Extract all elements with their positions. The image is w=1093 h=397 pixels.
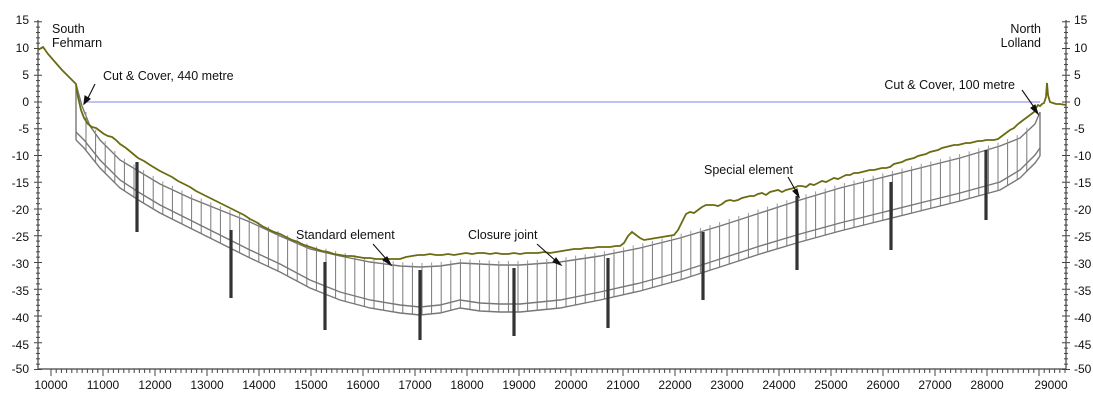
- y-tick-label: -50: [1074, 362, 1092, 376]
- x-tick-label: 24000: [762, 378, 796, 392]
- x-tick-label: 15000: [294, 378, 328, 392]
- y-tick-label: -40: [12, 311, 30, 325]
- y-tick-label: 10: [1074, 41, 1088, 55]
- x-tick-label: 11000: [87, 378, 120, 392]
- y-tick-label: 15: [16, 13, 30, 27]
- tunnel-elements: [75, 83, 1041, 340]
- x-tick-label: 18000: [450, 378, 484, 392]
- x-axis: [38, 368, 1066, 376]
- y-tick-label: -15: [12, 176, 30, 190]
- y-tick-label: -30: [1074, 257, 1092, 271]
- south-label: South: [52, 22, 85, 36]
- y-tick-label: -45: [1074, 338, 1092, 352]
- right-y-tick-labels: 15 10 5 0 -5 -10 -15 -20 -25 -30 -35 -40…: [1074, 13, 1092, 376]
- y-tick-label: -5: [18, 122, 29, 136]
- y-tick-label: -50: [12, 362, 30, 376]
- y-tick-label: 10: [16, 41, 30, 55]
- special-element-label: Special element: [704, 163, 793, 177]
- cut-cover-south-label: Cut & Cover, 440 metre: [103, 69, 234, 83]
- y-tick-label: -35: [12, 284, 30, 298]
- north-label: North: [1010, 22, 1041, 36]
- x-tick-label: 10000: [34, 378, 68, 392]
- y-tick-label: -35: [1074, 284, 1092, 298]
- x-tick-label: 17000: [398, 378, 432, 392]
- left-y-tick-labels: 15 10 5 0 -5 -10 -15 -20 -25 -30 -35 -40…: [12, 13, 30, 376]
- y-tick-label: -30: [12, 257, 30, 271]
- fehmarn-label: Fehmarn: [52, 36, 102, 50]
- y-tick-label: -20: [12, 203, 30, 217]
- x-tick-label: 22000: [658, 378, 692, 392]
- x-tick-label: 26000: [866, 378, 900, 392]
- y-tick-label: 5: [22, 68, 29, 82]
- x-tick-label: 28000: [970, 378, 1004, 392]
- y-tick-label: 5: [1074, 68, 1081, 82]
- y-tick-label: -15: [1074, 176, 1092, 190]
- x-tick-label: 21000: [606, 378, 640, 392]
- x-tick-label: 23000: [710, 378, 744, 392]
- y-tick-label: 0: [1074, 95, 1081, 109]
- left-y-axis: [34, 20, 42, 370]
- x-tick-label: 27000: [918, 378, 952, 392]
- x-tick-label: 20000: [554, 378, 588, 392]
- y-tick-label: -20: [1074, 203, 1092, 217]
- x-tick-label: 16000: [346, 378, 380, 392]
- y-tick-label: 15: [1074, 13, 1088, 27]
- closure-joint-label: Closure joint: [468, 228, 538, 242]
- cut-cover-north-label: Cut & Cover, 100 metre: [884, 78, 1015, 92]
- y-tick-label: -45: [12, 338, 30, 352]
- y-tick-label: -10: [12, 149, 30, 163]
- x-tick-label: 13000: [190, 378, 224, 392]
- y-tick-label: -40: [1074, 311, 1092, 325]
- tunnel-floor-line: [75, 139, 1041, 316]
- y-tick-label: -5: [1074, 122, 1085, 136]
- seabed-profile: [37, 45, 1067, 260]
- y-tick-label: -25: [1074, 230, 1092, 244]
- x-tick-label: 29000: [1034, 378, 1068, 392]
- x-tick-labels: 10000 11000 12000 13000 14000 15000 1600…: [34, 378, 1068, 392]
- standard-element-label: Standard element: [296, 228, 395, 242]
- right-y-axis: [1062, 20, 1070, 370]
- x-tick-label: 12000: [138, 378, 172, 392]
- x-tick-label: 25000: [814, 378, 848, 392]
- x-tick-label: 14000: [242, 378, 276, 392]
- special-element-markers: [135, 150, 988, 340]
- annotation-arrows: [83, 83, 1040, 267]
- lolland-label: Lolland: [1001, 36, 1041, 50]
- y-tick-label: 0: [22, 95, 29, 109]
- y-tick-label: -25: [12, 230, 30, 244]
- x-tick-label: 19000: [502, 378, 536, 392]
- y-tick-label: -10: [1074, 149, 1092, 163]
